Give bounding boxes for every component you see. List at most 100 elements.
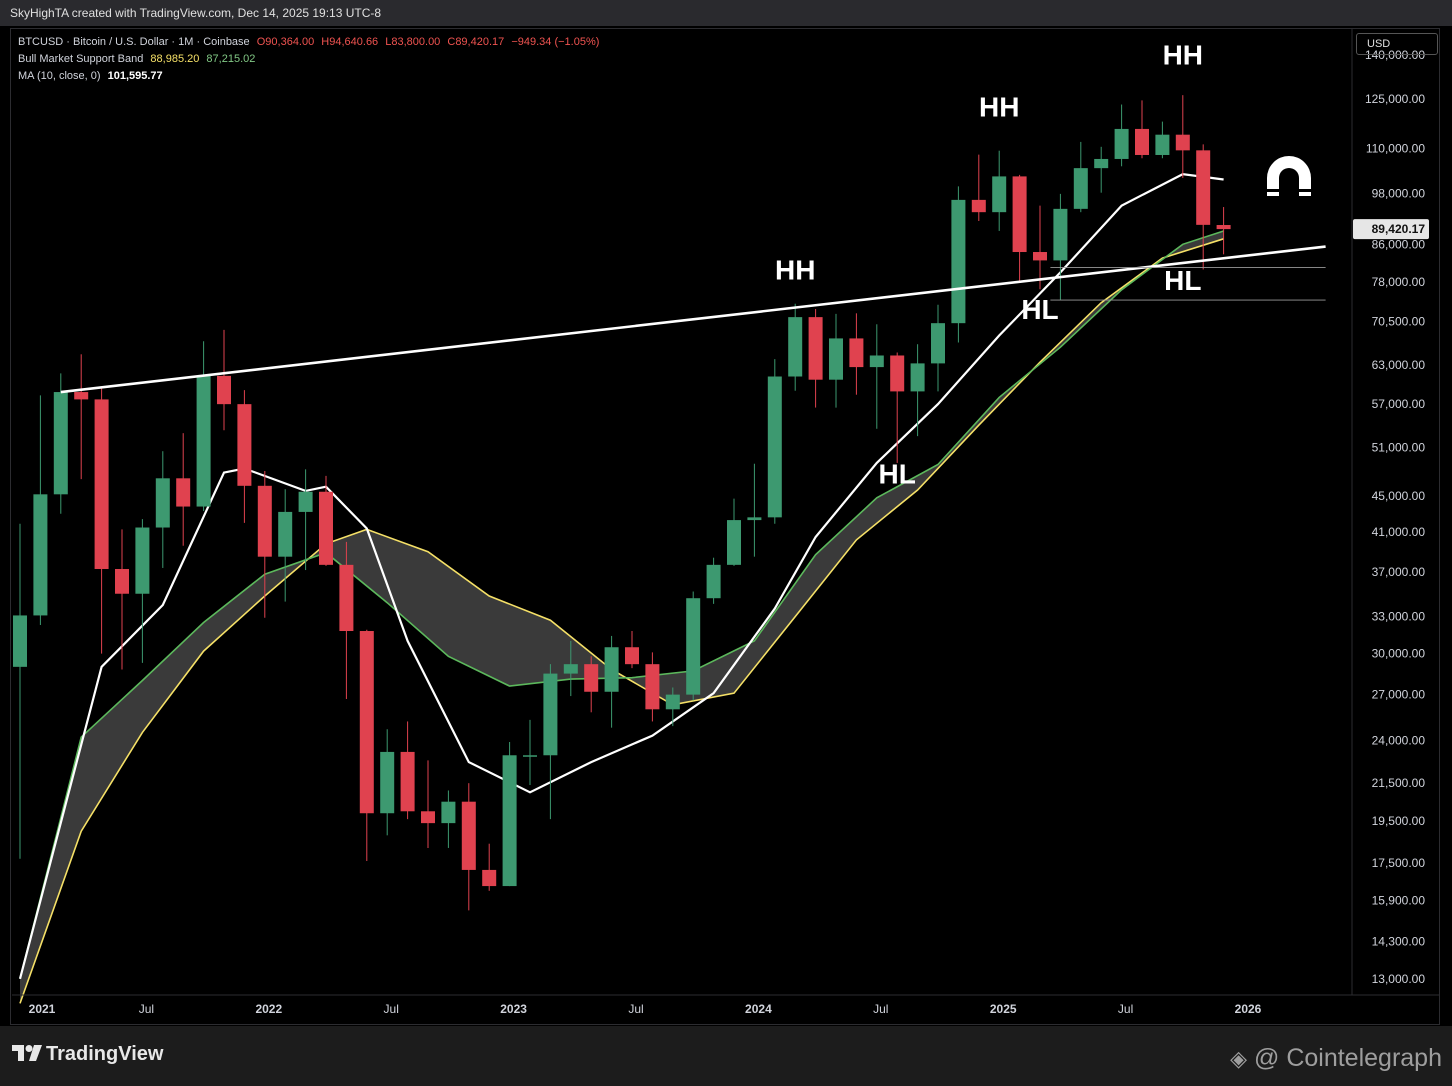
candle — [645, 652, 660, 722]
candle-body — [176, 478, 191, 507]
candle — [1155, 121, 1170, 159]
candle-body — [1073, 168, 1088, 209]
candle-body — [910, 363, 925, 392]
bull-market-support-band — [20, 231, 1224, 1004]
candle — [13, 523, 27, 859]
price-tick-label: 63,000.00 — [1372, 358, 1426, 372]
candle-body — [1033, 252, 1047, 261]
candle — [788, 303, 803, 391]
price-chart[interactable]: 140,000.00125,000.00110,000.0098,000.008… — [0, 0, 1452, 1026]
time-tick-label: Jul — [628, 1002, 643, 1016]
price-tick-label: 15,900.00 — [1372, 893, 1426, 907]
currency-button[interactable]: USD — [1356, 33, 1438, 55]
candle-body — [849, 338, 864, 368]
candle-body — [319, 491, 333, 565]
candle-body — [1053, 208, 1068, 261]
candle — [1175, 95, 1190, 178]
price-tick-label: 98,000.00 — [1372, 186, 1426, 200]
time-tick-label: 2023 — [500, 1002, 527, 1016]
trendline — [60, 245, 1326, 394]
time-tick-label: Jul — [1118, 1002, 1133, 1016]
candle — [584, 656, 599, 713]
time-tick-label: Jul — [384, 1002, 399, 1016]
candle-body — [869, 355, 884, 368]
candle — [461, 783, 476, 911]
candle — [1033, 205, 1047, 290]
candle-body — [13, 615, 27, 667]
candle-body — [992, 176, 1007, 213]
candle-body — [706, 564, 721, 599]
price-tick-label: 78,000.00 — [1372, 275, 1426, 289]
last-price-label: 89,420.17 — [1372, 222, 1426, 236]
candle-body — [665, 694, 680, 710]
candle — [1053, 193, 1068, 301]
candle — [1073, 141, 1088, 213]
time-tick-label: 2024 — [745, 1002, 772, 1016]
price-tick-label: 57,000.00 — [1372, 397, 1426, 411]
candle — [115, 529, 129, 670]
candle — [359, 629, 374, 861]
candle — [829, 313, 843, 408]
candle-body — [604, 647, 619, 692]
candle — [849, 313, 864, 395]
candle — [808, 309, 823, 408]
annotation-label: HL — [1021, 294, 1058, 325]
candle — [94, 387, 109, 654]
candle — [1216, 207, 1231, 255]
chart-frame — [10, 28, 1440, 1025]
candle — [1135, 100, 1149, 159]
tradingview-logo[interactable]: TradingView — [12, 1043, 163, 1066]
time-axis[interactable]: 2021 Jul 2022 Jul 2023 Jul 2024 Jul 2025 Jul 2026 — [12, 994, 1440, 1016]
candle-body — [421, 811, 435, 824]
candle — [237, 390, 252, 523]
candle-body — [543, 673, 558, 756]
price-tick-label: 86,000.00 — [1372, 237, 1426, 251]
cointelegraph-logo: ◈ @ Cointelegraph — [1230, 1044, 1442, 1073]
top-bar: SkyHighTA created with TradingView.com, … — [0, 0, 1452, 26]
candle — [298, 469, 313, 571]
candle — [1094, 146, 1109, 193]
band-fill — [20, 231, 1224, 1004]
legend-ma-label: MA (10, close, 0) — [18, 70, 101, 82]
legend-ma-value: 101,595.77 — [107, 70, 163, 82]
price-tick-label: 37,000.00 — [1372, 565, 1426, 579]
candle-body — [931, 323, 945, 364]
annotation-label: HL — [1164, 265, 1201, 296]
candle-body — [1012, 176, 1027, 253]
candle — [706, 557, 721, 604]
candle-body — [747, 517, 762, 521]
candle-body — [523, 755, 537, 757]
legend-ma-row[interactable]: MA (10, close, 0) 101,595.77 — [18, 70, 167, 82]
legend-symbol-row[interactable]: BTCUSD · Bitcoin / U.S. Dollar · 1M · Co… — [18, 36, 603, 48]
legend-band-row[interactable]: Bull Market Support Band 88,985.20 87,21… — [18, 53, 259, 65]
candle — [1196, 144, 1211, 270]
source-credit: @ Cointelegraph — [1254, 1044, 1442, 1072]
price-tick-label: 45,000.00 — [1372, 489, 1426, 503]
candle — [135, 519, 150, 663]
candle — [502, 742, 517, 887]
candle — [604, 635, 619, 728]
candle-body — [1155, 134, 1170, 155]
candle — [931, 304, 945, 392]
candle-body — [1135, 128, 1149, 155]
price-tick-label: 21,500.00 — [1372, 776, 1426, 790]
candle-body — [788, 317, 803, 377]
candle — [33, 395, 48, 625]
candle-body — [1094, 158, 1109, 169]
time-tick-label: Jul — [139, 1002, 154, 1016]
price-axis[interactable]: 140,000.00125,000.00110,000.0098,000.008… — [1351, 28, 1429, 995]
candle — [869, 324, 884, 429]
candle — [441, 790, 456, 848]
time-tick-label: 2025 — [990, 1002, 1017, 1016]
candle-body — [686, 598, 701, 695]
candles — [13, 95, 1231, 911]
annotation-label: HL — [879, 458, 916, 489]
candle-body — [115, 568, 129, 594]
candle-body — [971, 199, 986, 213]
time-tick-label: Jul — [873, 1002, 888, 1016]
candle — [257, 470, 272, 618]
candle — [727, 498, 741, 566]
candle — [74, 354, 89, 480]
candle-body — [767, 376, 782, 518]
candle-body — [400, 751, 415, 812]
